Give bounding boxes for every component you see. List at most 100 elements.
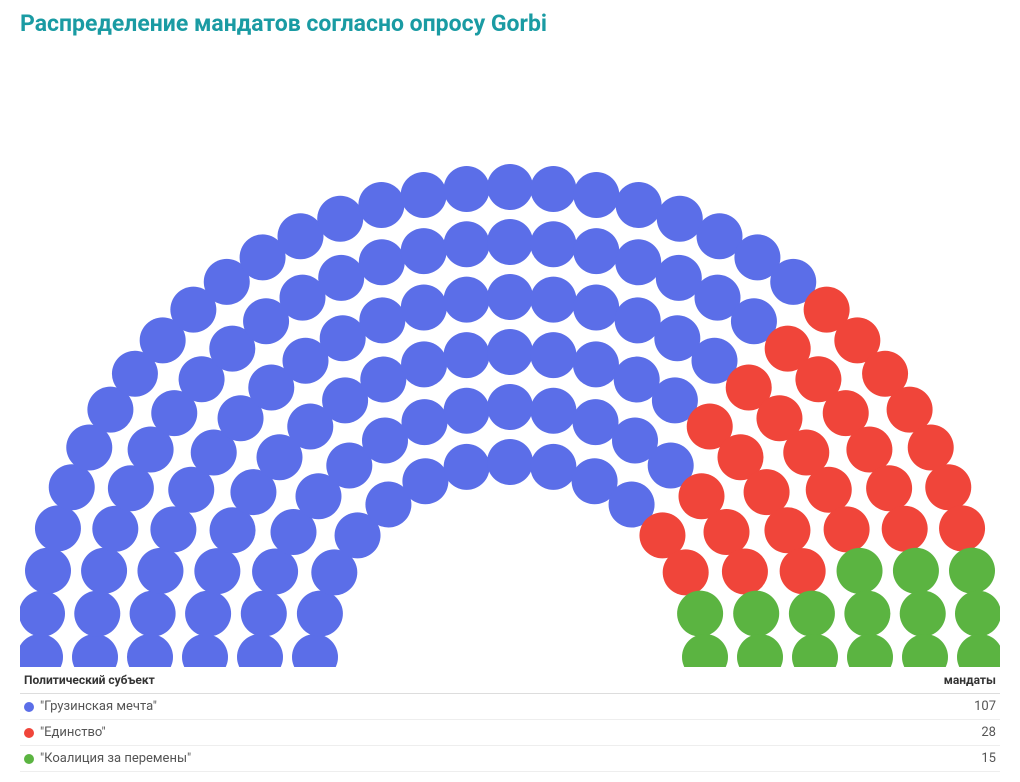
legend-cell-subject: "Единство"	[20, 720, 749, 746]
seat-dot	[616, 182, 662, 228]
seat-dot	[487, 274, 533, 320]
seat-dot	[185, 591, 231, 637]
seat-dot	[35, 505, 81, 551]
legend-row: "Грузинская мечта" 107	[20, 694, 1000, 720]
seat-dot	[733, 591, 779, 637]
seat-dot	[401, 284, 447, 330]
seat-dot	[530, 277, 576, 323]
legend-col-subject: Политический субъект	[20, 667, 749, 694]
seat-dot	[81, 548, 127, 594]
seat-dot	[847, 634, 893, 667]
seat-dot	[882, 506, 928, 552]
page-container: Распределение мандатов согласно опросу G…	[0, 0, 1020, 782]
seat-dot	[789, 591, 835, 637]
seat-dot	[241, 591, 287, 637]
seat-dot	[401, 341, 447, 387]
seat-dot	[955, 591, 1000, 637]
seat-dot	[530, 332, 576, 378]
seat-dot	[900, 591, 946, 637]
seat-dot	[615, 239, 661, 285]
seat-dot	[530, 388, 576, 434]
seat-dot	[487, 439, 533, 485]
seat-dot	[704, 509, 750, 555]
seat-dot	[722, 548, 768, 594]
seat-dot	[72, 634, 118, 667]
seat-dot	[893, 548, 939, 594]
seat-dot	[194, 548, 240, 594]
seat-dot	[663, 549, 709, 595]
seat-dot	[444, 332, 490, 378]
legend-col-mandates: мандаты	[749, 667, 1000, 694]
seat-dot	[806, 467, 852, 513]
seat-dot	[402, 458, 448, 504]
seat-dot	[573, 341, 619, 387]
seat-dot	[444, 444, 490, 490]
seat-dot	[237, 634, 283, 667]
hemicycle-chart	[20, 47, 1000, 667]
seat-dot	[737, 634, 783, 667]
legend-cell-mandates: 107	[749, 694, 1000, 720]
seat-dot	[317, 196, 363, 242]
seat-dot	[359, 239, 405, 285]
seat-dot	[320, 315, 366, 361]
seat-dot	[866, 465, 912, 511]
seat-dot	[130, 591, 176, 637]
seat-dot	[780, 548, 826, 594]
seat-dot	[359, 297, 405, 343]
seat-dot	[487, 384, 533, 430]
legend-swatch-icon	[24, 728, 34, 738]
seat-dot	[573, 399, 619, 445]
legend-row: "Единство"28	[20, 720, 1000, 746]
seat-dot	[137, 548, 183, 594]
seat-dot	[182, 634, 228, 667]
seat-dot	[902, 634, 948, 667]
seat-dot	[74, 591, 120, 637]
seat-dot	[824, 506, 870, 552]
seat-dot	[844, 591, 890, 637]
chart-title: Распределение мандатов согласно опросу G…	[20, 10, 1000, 37]
seat-dot	[92, 506, 138, 552]
legend-party-label: "Грузинская мечта"	[40, 699, 157, 714]
legend-swatch-icon	[24, 754, 34, 764]
seat-dot	[20, 591, 65, 637]
legend-table: Политический субъект мандаты "Грузинская…	[20, 667, 1000, 772]
seat-dot	[358, 182, 404, 228]
seat-dot	[677, 591, 723, 637]
seat-dot	[150, 506, 196, 552]
seat-dot	[49, 464, 95, 510]
seat-dot	[837, 548, 883, 594]
seat-dot	[20, 634, 63, 667]
seat-dot	[362, 417, 408, 463]
seat-dot	[764, 507, 810, 553]
seat-dot	[444, 166, 490, 212]
seat-dot	[573, 172, 619, 218]
seat-dot	[682, 634, 728, 667]
legend-cell-mandates: 15	[749, 746, 1000, 772]
seat-dot	[278, 213, 324, 259]
seat-dot	[444, 221, 490, 267]
seat-dot	[530, 444, 576, 490]
seat-dot	[252, 548, 298, 594]
seat-dot	[925, 464, 971, 510]
seat-dot	[573, 228, 619, 274]
seat-dot	[939, 505, 985, 551]
seat-dot	[401, 228, 447, 274]
seat-dot	[908, 425, 954, 471]
legend-party-label: "Единство"	[40, 725, 106, 740]
seat-dot	[530, 166, 576, 212]
seat-dot	[444, 388, 490, 434]
seat-dot	[949, 548, 995, 594]
legend-party-label: "Коалиция за перемены"	[40, 751, 191, 766]
legend-swatch-icon	[24, 702, 34, 712]
seat-dot	[657, 196, 703, 242]
seat-dot	[401, 172, 447, 218]
seat-dot	[25, 548, 71, 594]
seat-dot	[444, 277, 490, 323]
legend-row: "Коалиция за перемены" 15	[20, 746, 1000, 772]
legend-cell-subject: "Грузинская мечта"	[20, 694, 749, 720]
seat-dot	[401, 399, 447, 445]
seat-dot	[360, 357, 406, 403]
seat-dot	[127, 634, 173, 667]
seat-dot	[957, 634, 1000, 667]
seat-dot	[615, 297, 661, 343]
